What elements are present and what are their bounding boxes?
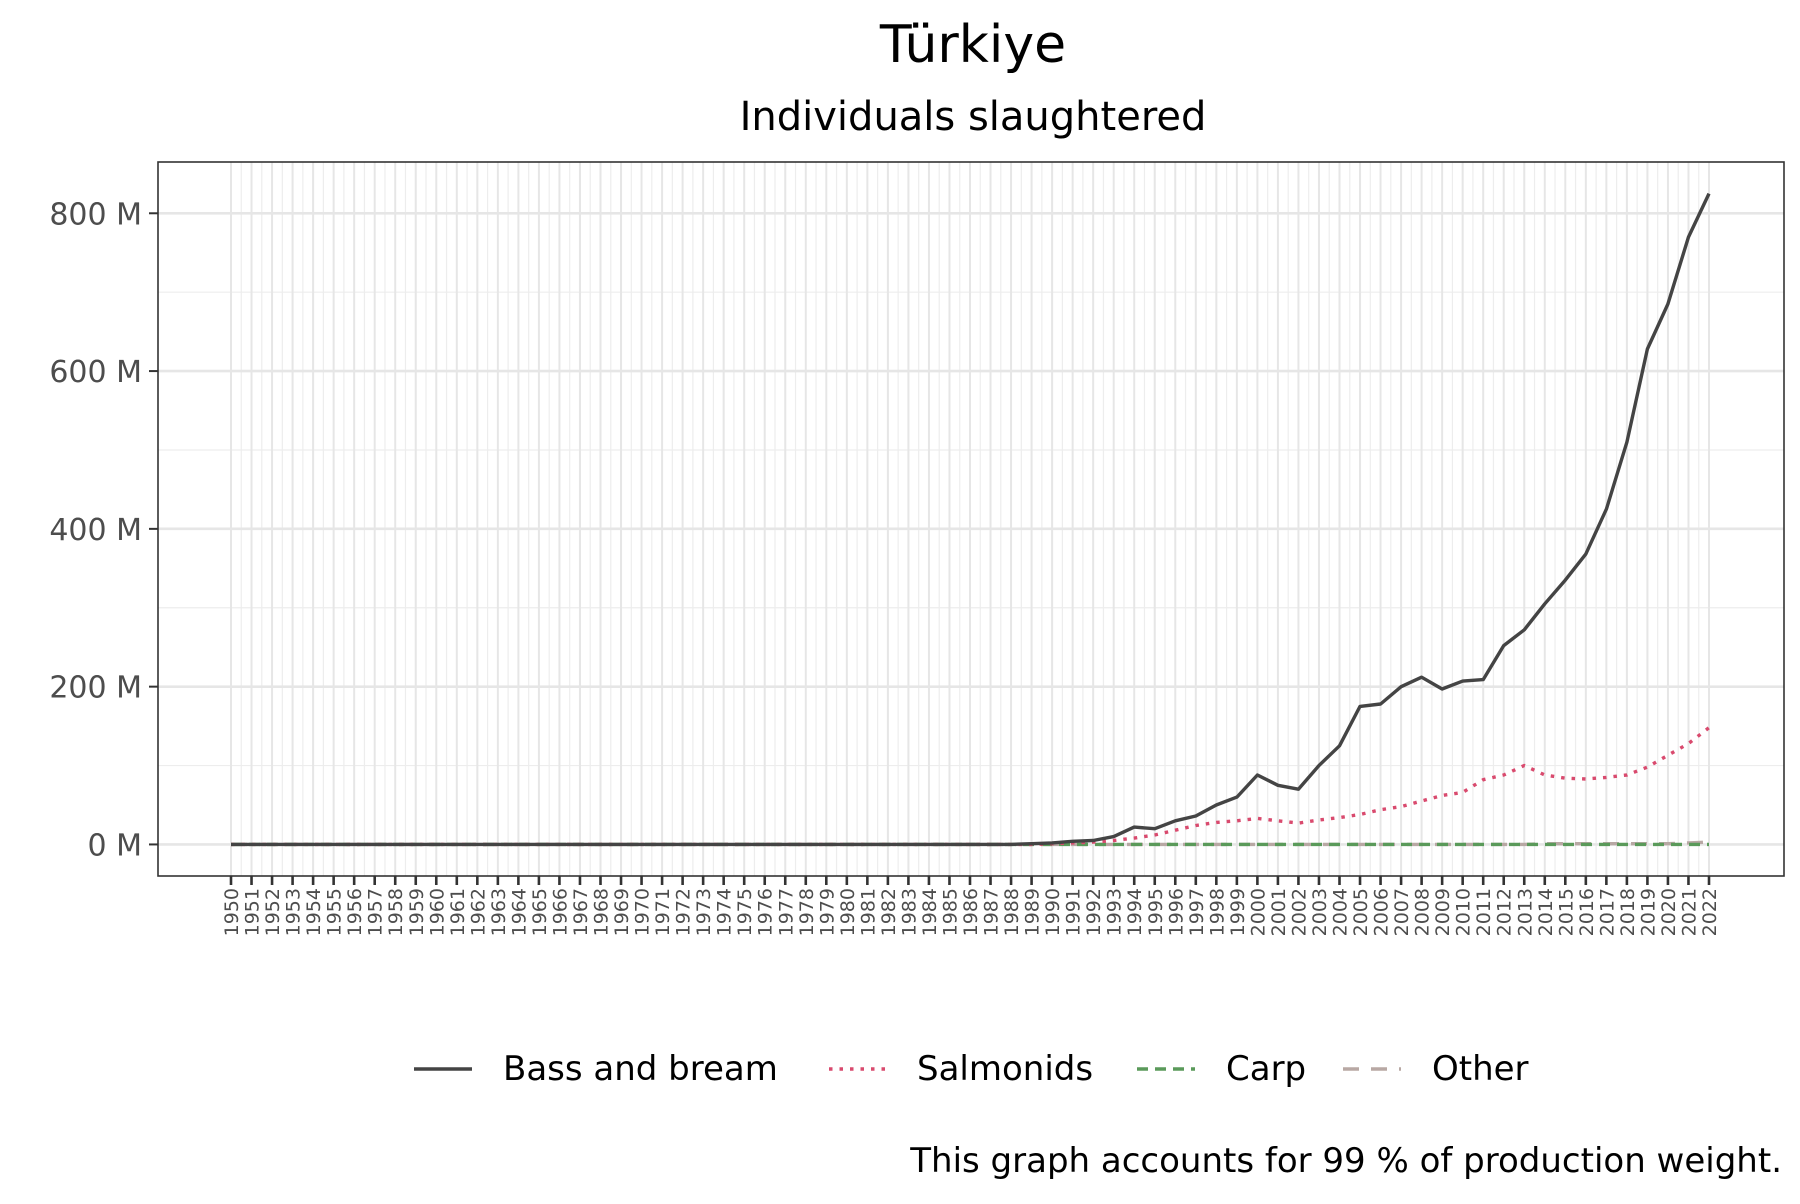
x-tick-label: 1956 [344,888,366,936]
x-tick-label: 2013 [1514,888,1536,936]
x-tick-label: 1996 [1165,888,1187,936]
x-tick-label: 1974 [714,888,736,936]
x-tick-label: 1997 [1186,888,1208,936]
x-tick-label: 1959 [406,888,428,936]
x-tick-label: 1987 [981,888,1003,936]
x-tick-label: 1951 [242,888,264,936]
x-tick-label: 1991 [1063,888,1085,936]
x-tick-label: 1985 [939,888,961,936]
y-tick-label: 400 M [49,513,142,548]
x-tick-label: 2008 [1412,888,1434,936]
x-tick-label: 1978 [796,888,818,936]
x-tick-label: 1992 [1083,888,1105,936]
x-tick-label: 1990 [1042,888,1064,936]
x-tick-label: 1954 [303,888,325,936]
x-tick-label: 1975 [734,888,756,936]
x-tick-label: 1995 [1145,888,1167,936]
y-axis: 0 M 200 M 400 M 600 M 800 M [49,197,158,863]
x-tick-label: 1964 [508,888,530,936]
x-tick-label: 2005 [1350,888,1372,936]
y-tick-label: 200 M [49,671,142,706]
x-tick-label: 1983 [898,888,920,936]
x-tick-label: 1982 [878,888,900,936]
x-tick-label: 1976 [755,888,777,936]
x-tick-label: 1963 [488,888,510,936]
x-axis: 1950195119521953195419551956195719581959… [221,876,1721,936]
x-tick-label: 1994 [1124,888,1146,936]
x-tick-label: 2007 [1391,888,1413,936]
x-tick-label: 1977 [775,888,797,936]
x-tick-label: 2009 [1432,888,1454,936]
legend-label: Other [1432,1049,1529,1089]
x-tick-label: 2020 [1658,888,1680,936]
x-tick-label: 2001 [1268,888,1290,936]
x-tick-label: 1962 [467,888,489,936]
x-tick-label: 2016 [1576,888,1598,936]
x-tick-label: 2021 [1678,888,1700,936]
x-tick-label: 1993 [1104,888,1126,936]
x-tick-label: 1981 [857,888,879,936]
x-tick-label: 1957 [365,888,387,936]
x-tick-label: 1998 [1206,888,1228,936]
x-tick-label: 1999 [1227,888,1249,936]
x-tick-label: 2011 [1473,888,1495,936]
x-tick-label: 1965 [529,888,551,936]
x-tick-label: 2015 [1555,888,1577,936]
legend-label: Carp [1226,1049,1306,1089]
x-tick-label: 1967 [570,888,592,936]
x-tick-label: 2012 [1494,888,1516,936]
x-tick-label: 1971 [652,888,674,936]
series-line-bass-and-bream [231,192,1711,847]
x-tick-label: 1989 [1022,888,1044,936]
series-lines [231,192,1711,847]
x-tick-label: 1973 [693,888,715,936]
x-tick-label: 1970 [632,888,654,936]
legend-label: Bass and bream [503,1049,778,1089]
chart-subtitle: Individuals slaughtered [740,94,1207,140]
x-tick-label: 1968 [591,888,613,936]
x-tick-label: 2022 [1699,888,1721,936]
x-tick-label: 1966 [549,888,571,936]
x-tick-label: 2003 [1309,888,1331,936]
y-tick-label: 0 M [87,828,142,863]
y-tick-label: 600 M [49,355,142,390]
grid [158,162,1784,876]
y-tick-label: 800 M [49,197,142,232]
x-tick-label: 2019 [1637,888,1659,936]
x-tick-label: 2004 [1330,888,1352,936]
x-tick-label: 2010 [1453,888,1475,936]
x-tick-label: 1979 [816,888,838,936]
x-tick-label: 1960 [426,888,448,936]
x-tick-label: 2017 [1596,888,1618,936]
x-tick-label: 1955 [324,888,346,936]
x-tick-label: 1953 [283,888,305,936]
x-tick-label: 2006 [1371,888,1393,936]
legend-label: Salmonids [917,1049,1093,1089]
x-tick-label: 1980 [837,888,859,936]
x-tick-label: 1988 [1001,888,1023,936]
x-tick-label: 1984 [919,888,941,936]
x-tick-label: 1969 [611,888,633,936]
x-tick-label: 1952 [262,888,284,936]
x-tick-label: 2018 [1617,888,1639,936]
x-tick-label: 2002 [1288,888,1310,936]
x-tick-label: 1972 [673,888,695,936]
x-tick-label: 1950 [221,888,243,936]
chart-caption: This graph accounts for 99 % of producti… [909,1141,1782,1181]
x-tick-label: 2014 [1535,888,1557,936]
x-tick-label: 1958 [385,888,407,936]
chart-title: Türkiye [879,15,1066,75]
x-tick-label: 1986 [960,888,982,936]
legend: Bass and bream Salmonids Carp Other [414,1049,1529,1089]
x-tick-label: 1961 [447,888,469,936]
x-tick-label: 2000 [1247,888,1269,936]
